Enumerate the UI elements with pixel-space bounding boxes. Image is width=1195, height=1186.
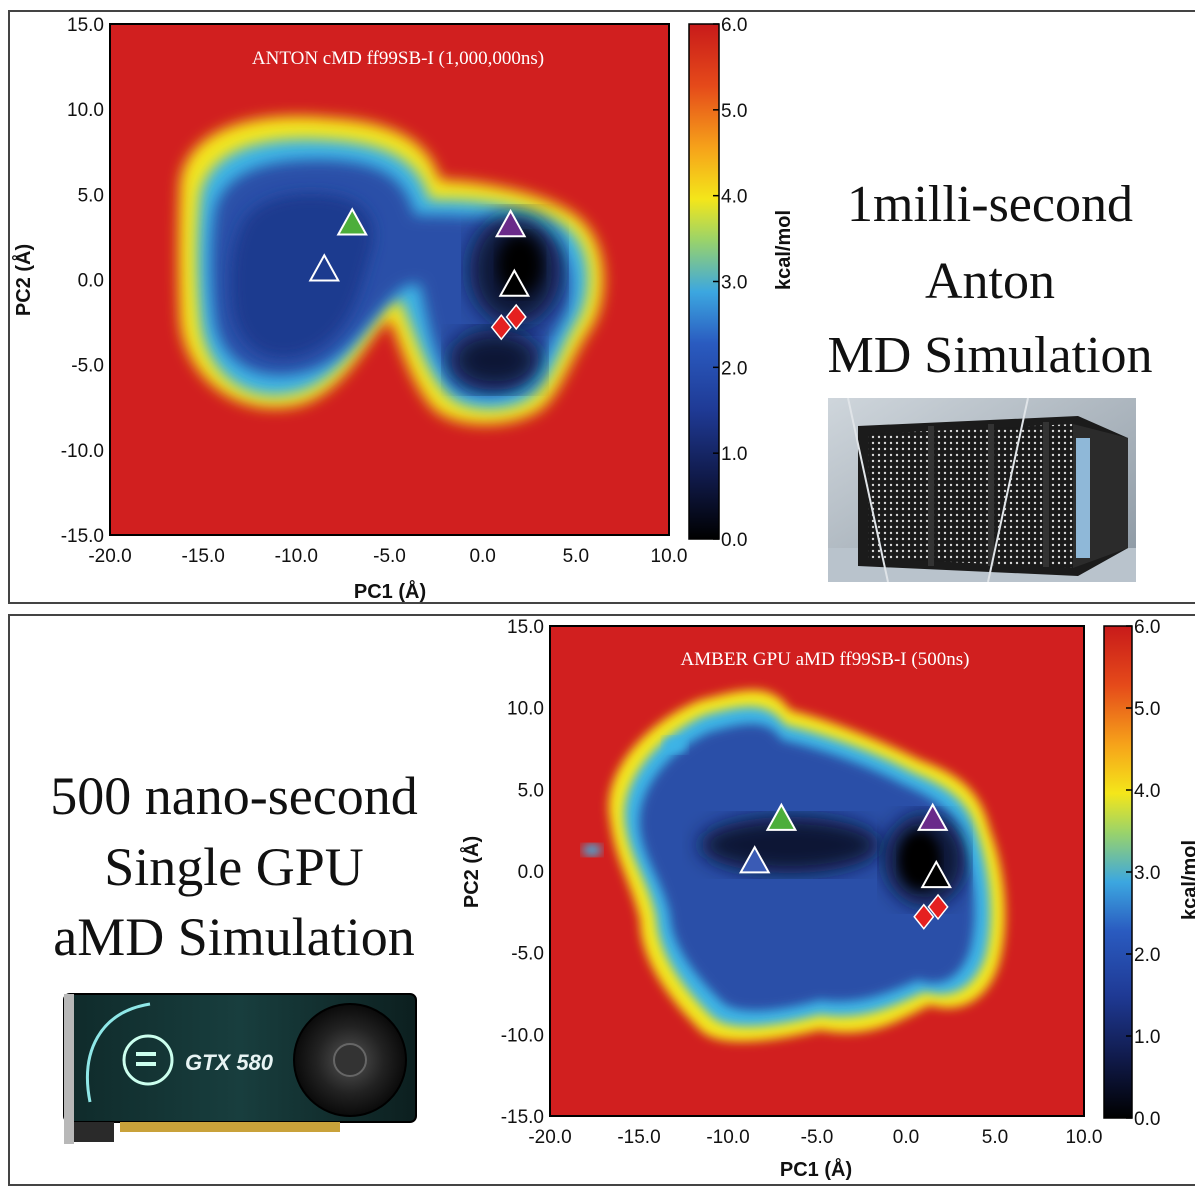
anton-supercomputer-photo — [828, 398, 1136, 582]
plot-frame — [109, 23, 670, 536]
anton-caption: 1milli-second Anton MD Simulation — [790, 176, 1190, 385]
colorbar-tick-label: 3.0 — [1134, 863, 1160, 884]
colorbar: 6.0 5.0 4.0 3.0 2.0 1.0 0.0 kcal/mol — [1103, 617, 1195, 1130]
colorbar-tick-label: 4.0 — [1134, 781, 1160, 802]
energy-basin-dark-1 — [700, 817, 880, 873]
gpu-caption-line-2: Single GPU — [104, 836, 364, 897]
marker-triangle-purple — [917, 802, 949, 831]
marker-diamond-red — [505, 303, 527, 331]
marker-triangle-black — [498, 268, 531, 297]
colorbar-tick-label: 1.0 — [721, 444, 747, 465]
x-axis-label: PC1 (Å) — [354, 579, 426, 603]
x-tick-label: -5.0 — [801, 1127, 834, 1148]
state-markers — [739, 802, 952, 930]
colorbar-tick-label: 5.0 — [721, 101, 747, 122]
chart-title: AMBER GPU aMD ff99SB-I (500ns) — [681, 649, 970, 670]
x-tick-label: 10.0 — [1066, 1127, 1103, 1148]
x-tick-label: -15.0 — [617, 1127, 660, 1148]
marker-triangle-black — [920, 859, 952, 889]
colorbar-tick-label: 1.0 — [1134, 1027, 1160, 1048]
y-tick-label: 5.0 — [78, 185, 104, 206]
colorbar-label: kcal/mol — [1179, 840, 1195, 920]
state-markers — [308, 207, 531, 341]
amber-plot-area: AMBER GPU aMD ff99SB-I (500ns) -20.0 -15.… — [459, 617, 1102, 1181]
colorbar-tick-label: 5.0 — [1134, 699, 1160, 720]
x-tick-label: 0.0 — [469, 546, 495, 567]
marker-triangle-green — [765, 802, 798, 831]
y-tick-label: -15.0 — [61, 526, 104, 547]
x-tick-label: 0.0 — [893, 1127, 919, 1148]
gpu-caption-line-3: aMD Simulation — [53, 907, 415, 968]
colorbar-ticks: 6.0 5.0 4.0 3.0 2.0 1.0 0.0 — [1126, 617, 1160, 1130]
x-axis-label: PC1 (Å) — [780, 1157, 852, 1181]
y-axis-ticks: 15.0 10.0 5.0 0.0 -5.0 -10.0 -15.0 — [61, 15, 104, 547]
x-tick-label: -10.0 — [706, 1127, 749, 1148]
y-tick-label: -5.0 — [511, 944, 544, 965]
x-tick-label: 10.0 — [651, 546, 688, 567]
x-tick-label: -20.0 — [528, 1127, 571, 1148]
colorbar-tick-label: 3.0 — [721, 273, 747, 294]
energy-spot — [663, 737, 687, 753]
gpu-caption-line-1: 500 nano-second — [50, 766, 418, 826]
y-tick-label: 0.0 — [78, 271, 104, 292]
x-tick-label: 5.0 — [563, 546, 589, 567]
x-tick-label: -15.0 — [182, 546, 225, 567]
x-tick-label: -5.0 — [373, 546, 406, 567]
x-tick-label: 5.0 — [982, 1127, 1008, 1148]
y-tick-label: -15.0 — [501, 1107, 544, 1128]
colorbar: 6.0 5.0 4.0 3.0 2.0 1.0 0.0 kcal/mol — [688, 15, 790, 551]
marker-triangle-blue — [739, 845, 771, 874]
y-tick-label: 10.0 — [507, 699, 544, 720]
chart-title: ANTON cMD ff99SB-I (1,000,000ns) — [252, 48, 544, 69]
gpu-caption: 500 nano-second Single GPU aMD Simulatio… — [14, 768, 454, 966]
marker-triangle-white — [308, 253, 340, 282]
x-tick-label: -20.0 — [88, 546, 131, 567]
y-axis-label: PC2 (Å) — [459, 836, 483, 908]
y-axis-ticks: 15.0 10.0 5.0 0.0 -5.0 -10.0 -15.0 — [501, 617, 544, 1128]
y-tick-label: -5.0 — [71, 356, 104, 377]
energy-spot — [582, 844, 602, 856]
gpu-card-text: GTX 580 — [185, 1050, 274, 1075]
marker-diamond-red — [913, 903, 935, 930]
anton-heatmap-figure: ANTON cMD ff99SB-I (1,000,000ns) -20.0 -1… — [11, 15, 790, 603]
x-axis-ticks: -20.0 -15.0 -10.0 -5.0 0.0 5.0 10.0 — [88, 546, 687, 567]
x-tick-label: -10.0 — [275, 546, 318, 567]
marker-triangle-purple — [494, 208, 527, 238]
x-axis-ticks: -20.0 -15.0 -10.0 -5.0 0.0 5.0 10.0 — [528, 1127, 1102, 1148]
colorbar-ticks: 6.0 5.0 4.0 3.0 2.0 1.0 0.0 — [713, 15, 747, 551]
marker-triangle-green — [336, 207, 368, 236]
energy-basin-dark-2 — [450, 330, 540, 390]
y-tick-label: 15.0 — [507, 617, 544, 638]
colorbar-tick-label: 0.0 — [1134, 1109, 1160, 1130]
colorbar-tick-label: 4.0 — [721, 187, 747, 208]
y-tick-label: 10.0 — [67, 100, 104, 121]
y-tick-label: -10.0 — [501, 1025, 544, 1046]
colorbar-label: kcal/mol — [773, 210, 790, 290]
anton-caption-line-1: 1milli-second — [847, 176, 1133, 233]
marker-diamond-red — [490, 313, 512, 341]
marker-diamond-red — [927, 893, 949, 921]
colorbar-tick-label: 6.0 — [721, 15, 747, 36]
y-tick-label: 0.0 — [518, 862, 544, 883]
colorbar-tick-label: 0.0 — [721, 530, 747, 551]
colorbar-tick-label: 2.0 — [1134, 945, 1160, 966]
y-axis-label: PC2 (Å) — [11, 244, 35, 316]
y-tick-label: -10.0 — [61, 441, 104, 462]
y-tick-label: 5.0 — [518, 780, 544, 801]
anton-caption-line-2: Anton — [925, 252, 1055, 310]
anton-plot-area: ANTON cMD ff99SB-I (1,000,000ns) -20.0 -1… — [11, 15, 687, 603]
colorbar-tick-label: 2.0 — [721, 358, 747, 379]
anton-caption-line-3: MD Simulation — [827, 327, 1153, 385]
gpu-card-photo: GTX 580 — [63, 993, 417, 1144]
y-tick-label: 15.0 — [67, 15, 104, 36]
plot-frame — [549, 625, 1085, 1117]
colorbar-tick-label: 6.0 — [1134, 617, 1160, 638]
